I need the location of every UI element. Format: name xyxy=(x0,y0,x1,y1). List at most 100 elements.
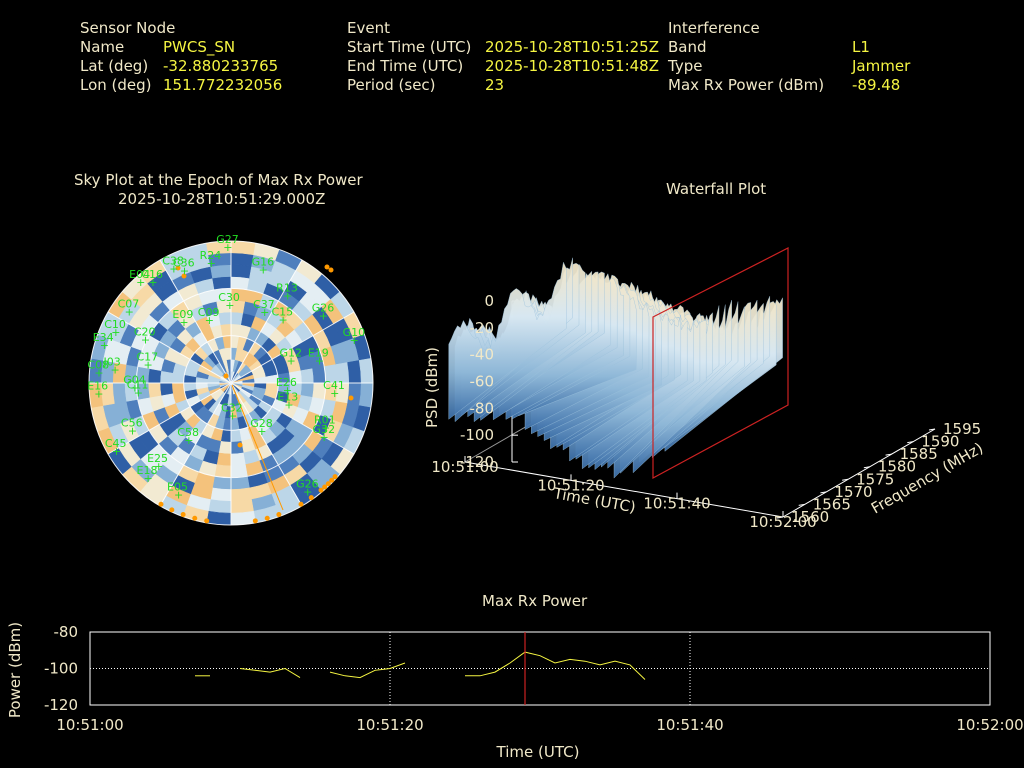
satellite-marker: + xyxy=(179,316,188,329)
satellite-label: G26 xyxy=(296,477,319,490)
maxrx-x-tick-label: 10:51:00 xyxy=(56,716,123,734)
interference-band-label: Band xyxy=(668,38,707,56)
satellite-marker: + xyxy=(94,366,103,379)
satellite-marker: + xyxy=(228,410,237,423)
satellite-marker: + xyxy=(148,276,157,289)
wf-freq-tick-label: 1595 xyxy=(943,420,981,438)
event-end-label: End Time (UTC) xyxy=(347,57,464,75)
sky-cell xyxy=(230,487,252,502)
satellite-label: C16 xyxy=(141,268,163,281)
sky-cell xyxy=(358,382,373,408)
sky-cell xyxy=(347,360,362,384)
wf-surface-row xyxy=(448,261,567,420)
maxrx-x-tick-label: 10:52:00 xyxy=(956,716,1023,734)
wf-freq-tick-label: 1560 xyxy=(791,508,829,526)
sky-cell xyxy=(230,510,256,525)
interference-maxrx-value: -89.48 xyxy=(852,76,901,94)
wf-time-tick-label: 10:51:20 xyxy=(537,476,604,494)
wf-freq-tick xyxy=(907,441,914,444)
skyplot: +G16+G27+R24+R13+C37+C30+G26+C15+G10+E04… xyxy=(87,233,374,526)
sky-cell xyxy=(300,382,315,398)
satellite-label: C58 xyxy=(177,426,199,439)
wf-freq-tick xyxy=(885,453,892,456)
sky-cell xyxy=(171,382,185,394)
satellite-label: R24 xyxy=(200,249,222,262)
satellite-label: J03 xyxy=(103,356,121,369)
jammer-marker xyxy=(264,515,270,521)
wf-z-axis-label: PSD (dBm) xyxy=(423,347,441,428)
sky-cell xyxy=(210,487,232,502)
satellite-marker: + xyxy=(174,489,183,502)
satellite-label: G28 xyxy=(250,417,273,430)
sky-cell xyxy=(230,429,242,443)
satellite-marker: + xyxy=(184,434,193,447)
satellite-label: E05 xyxy=(167,481,188,494)
sky-cell xyxy=(230,464,248,478)
sensor-name-label: Name xyxy=(80,38,125,56)
wf-freq-tick xyxy=(863,466,870,469)
satellite-label: C36 xyxy=(173,257,195,270)
wf-freq-tick xyxy=(928,428,936,431)
maxrx-y-tick-label: -120 xyxy=(44,696,78,714)
satellite-marker: + xyxy=(257,425,266,438)
wf-z-tick-label: -100 xyxy=(460,426,494,444)
event-heading: Event xyxy=(347,19,390,37)
sky-cell xyxy=(212,276,232,291)
sky-cell xyxy=(208,499,232,514)
maxrx-plot: -80 -100 -120 10:51:00 10:51:20 10:51:40 10:52… xyxy=(6,622,1024,761)
satellite-marker: + xyxy=(284,399,293,412)
sky-azimuth-spoke xyxy=(159,382,232,507)
satellite-label: E18 xyxy=(137,464,158,477)
maxrx-x-tick-label: 10:51:20 xyxy=(356,716,423,734)
interference-type-label: Type xyxy=(668,57,703,75)
sky-azimuth-spoke xyxy=(159,259,232,384)
wf-time-tick-label: 10:51:40 xyxy=(643,495,710,513)
wf-freq-tick-label: 1575 xyxy=(856,470,894,488)
satellite-marker: + xyxy=(283,290,292,303)
event-end-value: 2025-10-28T10:51:48Z xyxy=(485,57,659,75)
jammer-marker xyxy=(322,484,328,490)
sky-cell xyxy=(358,358,373,384)
skyplot-title: Sky Plot at the Epoch of Max Rx Power xyxy=(74,171,363,189)
jammer-marker xyxy=(223,373,229,379)
jammer-marker xyxy=(328,267,334,273)
maxrx-series-segment xyxy=(329,662,406,679)
satellite-marker: + xyxy=(321,421,330,434)
satellite-marker: + xyxy=(283,384,292,397)
satellite-label: C20 xyxy=(134,326,156,339)
maxrx-x-tick-label: 10:51:40 xyxy=(656,716,723,734)
satellite-label: C41 xyxy=(323,379,345,392)
sky-cell xyxy=(206,510,232,525)
sky-cell xyxy=(216,452,232,467)
satellite-label: G04 xyxy=(123,373,146,386)
wf-freq-axis xyxy=(782,428,936,518)
satellite-label: R13 xyxy=(276,282,298,295)
jammer-marker xyxy=(158,501,164,507)
satellite-marker: + xyxy=(111,326,120,339)
satellite-marker: + xyxy=(111,364,120,377)
jammer-marker xyxy=(329,477,335,483)
maxrx-title: Max Rx Power xyxy=(482,592,588,610)
wf-z-tick-label: -40 xyxy=(470,346,495,364)
sensor-name-value: PWCS_SN xyxy=(163,38,236,56)
sky-cell xyxy=(347,382,362,406)
interference-type-value: Jammer xyxy=(852,57,911,75)
sky-cell xyxy=(230,475,250,490)
sky-azimuth-spoke xyxy=(230,259,303,384)
jammer-marker xyxy=(169,507,175,513)
satellite-marker: + xyxy=(303,485,312,498)
jammer-marker xyxy=(192,515,198,521)
satellite-label: G32 xyxy=(313,423,336,436)
sky-cell xyxy=(300,368,315,384)
satellite-marker: + xyxy=(169,263,178,276)
sky-azimuth-spoke xyxy=(230,382,355,455)
waterfall-title: Waterfall Plot xyxy=(666,180,767,198)
satellite-label: C30 xyxy=(218,291,240,304)
satellite-marker: + xyxy=(141,334,150,347)
satellite-label: E19 xyxy=(308,347,329,360)
wf-z-tick-label: -20 xyxy=(470,319,495,337)
satellite-label: E26 xyxy=(276,376,297,389)
wf-z-tick-label: -60 xyxy=(470,373,495,391)
satellite-marker: + xyxy=(279,313,288,326)
